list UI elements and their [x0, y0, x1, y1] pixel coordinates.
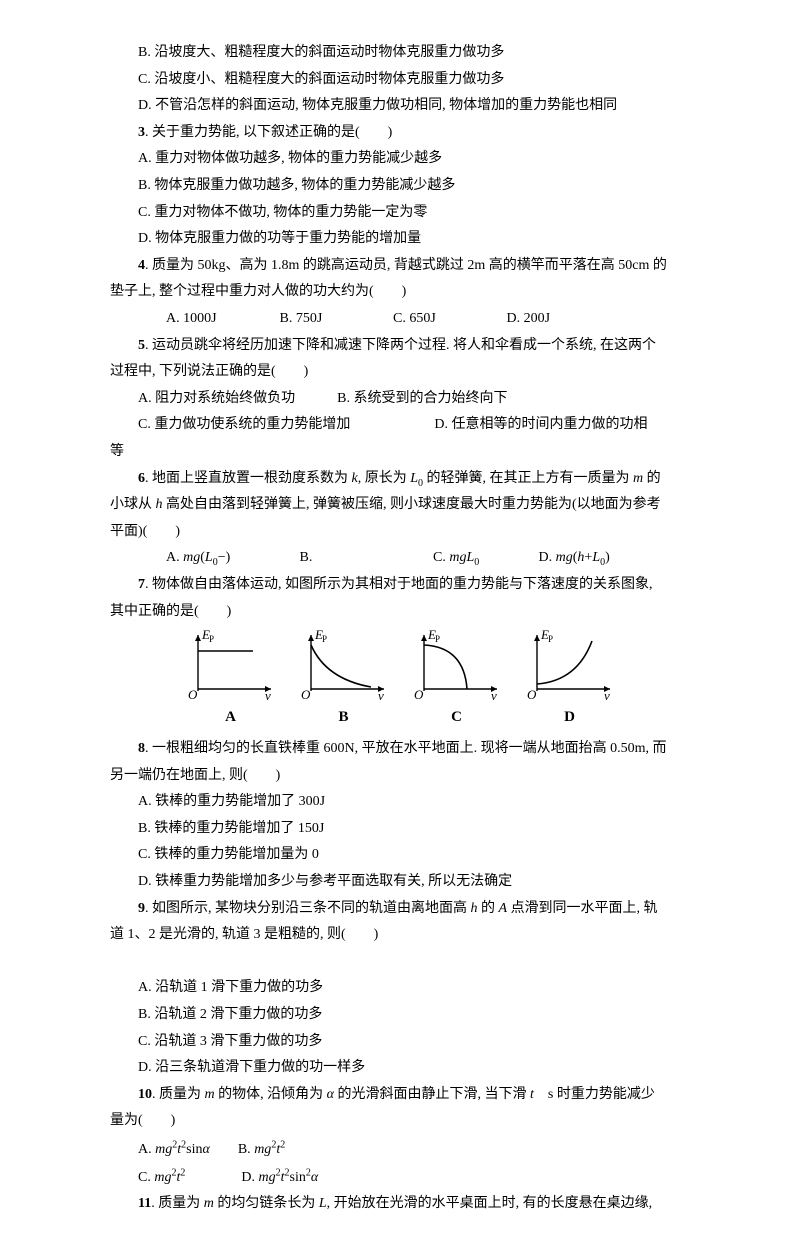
q2-opt-d: D. 不管沿怎样的斜面运动, 物体克服重力做功相同, 物体增加的重力势能也相同 — [110, 93, 690, 120]
q9-h: h — [471, 901, 478, 916]
q9-stem-2: 道 1、2 是光滑的, 轨道 3 是粗糙的, 则( ) — [110, 922, 690, 949]
q6-L0: L — [410, 471, 418, 486]
q3-opt-c: C. 重力对物体不做功, 物体的重力势能一定为零 — [110, 200, 690, 227]
q8-opt-c: C. 铁棒的重力势能增加量为 0 — [110, 842, 690, 869]
svg-text:O: O — [527, 687, 537, 701]
q5-opts-ab: A. 阻力对系统始终做负功 B. 系统受到的合力始终向下 — [110, 386, 690, 413]
svg-text:P: P — [548, 634, 553, 644]
q5-opts-cd: C. 重力做功使系统的重力势能增加 D. 任意相等的时间内重力做的功相 — [110, 412, 690, 439]
q7-stem-1-text: 物体做自由落体运动, 如图所示为其相对于地面的重力势能与下落速度的关系图象, — [152, 577, 653, 592]
q6-opt-c: C. mgL0 — [405, 545, 535, 572]
q5-opt-a: A. 阻力对系统始终做负功 — [138, 391, 295, 406]
q6-k: k — [352, 471, 358, 486]
q4-stem-1-text: 质量为 50kg、高为 1.8m 的跳高运动员, 背越式跳过 2m 高的横竿而平… — [152, 258, 667, 273]
q10-stem-2: 量为( ) — [110, 1108, 690, 1135]
q9-opt-b: B. 沿轨道 2 滑下重力做的功多 — [110, 1002, 690, 1029]
svg-text:O: O — [301, 687, 311, 701]
q6-stem-2: 小球从 h 高处自由落到轻弹簧上, 弹簧被压缩, 则小球速度最大时重力势能为(以… — [110, 492, 690, 519]
q7-label-b: B — [296, 703, 391, 732]
q6-opt-b: B. — [272, 545, 402, 572]
q5-opt-b: B. 系统受到的合力始终向下 — [337, 391, 507, 406]
q8-opt-d: D. 铁棒重力势能增加多少与参考平面选取有关, 所以无法确定 — [110, 869, 690, 896]
q7-graph-b: E P v O B — [296, 629, 391, 732]
q7-graph-d: E P v O D — [522, 629, 617, 732]
svg-text:P: P — [209, 634, 214, 644]
q8-stem-2: 另一端仍在地面上, 则( ) — [110, 763, 690, 790]
q3-stem: 33. 关于重力势能, 以下叙述正确的是( ). 关于重力势能, 以下叙述正确的… — [110, 120, 690, 147]
q4-opt-b: B. 750J — [252, 306, 362, 333]
q4-options: A. 1000J B. 750J C. 650J D. 200J — [110, 306, 690, 333]
q4-opt-a: A. 1000J — [138, 306, 248, 333]
q10-m: m — [205, 1087, 215, 1102]
q6-m: m — [633, 471, 643, 486]
q7-graph-d-svg: E P v O — [522, 629, 617, 701]
q9-opt-c: C. 沿轨道 3 滑下重力做的功多 — [110, 1029, 690, 1056]
svg-text:P: P — [322, 634, 327, 644]
q9-stem-1: 9. 如图所示, 某物块分别沿三条不同的轨道由离地面高 h 的 A 点滑到同一水… — [110, 896, 690, 923]
q6-opt-d: D. mg(h+L0) — [539, 550, 610, 565]
q10-opt-c: C. mg2t2 — [138, 1170, 185, 1185]
q7-label-c: C — [409, 703, 504, 732]
q10-t: t — [530, 1087, 534, 1102]
q10-opts-ab: A. mg2t2sinα B. mg2t2 — [110, 1135, 690, 1163]
q7-graph-a-svg: E P v O — [183, 629, 278, 701]
q7-label-a: A — [183, 703, 278, 732]
q7-graph-b-svg: E P v O — [296, 629, 391, 701]
q4-stem-2: 垫子上, 整个过程中重力对人做的功大约为( ) — [110, 279, 690, 306]
q6-h: h — [156, 497, 163, 512]
q7-stem-1: 7. 物体做自由落体运动, 如图所示为其相对于地面的重力势能与下落速度的关系图象… — [110, 572, 690, 599]
q10-opt-d: D. mg2t2sin2α — [241, 1170, 318, 1185]
q9-opt-a: A. 沿轨道 1 滑下重力做的功多 — [110, 975, 690, 1002]
q4-opt-c: C. 650J — [365, 306, 475, 333]
q4-stem-1: 4. 质量为 50kg、高为 1.8m 的跳高运动员, 背越式跳过 2m 高的横… — [110, 253, 690, 280]
q6-stem-3: 平面)( ) — [110, 519, 690, 546]
q2-opt-c: C. 沿坡度小、粗糙程度大的斜面运动时物体克服重力做功多 — [110, 67, 690, 94]
q7-graph-a: E P v O A — [183, 629, 278, 732]
q7-graph-c-svg: E P v O — [409, 629, 504, 701]
q8-stem-1-text: 一根粗细均匀的长直铁棒重 600N, 平放在水平地面上. 现将一端从地面抬高 0… — [152, 741, 667, 756]
svg-text:v: v — [491, 688, 497, 701]
q6-stem-1: 6. 6. 地面上竖直放置一根劲度系数为 地面上竖直放置一根劲度系数为 k, 原… — [110, 466, 690, 493]
q10-alpha: α — [327, 1087, 334, 1102]
q5-opt-d: D. 任意相等的时间内重力做的功相 — [434, 417, 647, 432]
q8-stem-1: 8. 一根粗细均匀的长直铁棒重 600N, 平放在水平地面上. 现将一端从地面抬… — [110, 736, 690, 763]
q8-opt-b: B. 铁棒的重力势能增加了 150J — [110, 816, 690, 843]
q5-stem-2: 过程中, 下列说法正确的是( ) — [110, 359, 690, 386]
q5-opt-c: C. 重力做功使系统的重力势能增加 — [138, 417, 350, 432]
svg-text:v: v — [604, 688, 610, 701]
svg-text:v: v — [378, 688, 384, 701]
q7-graph-c: E P v O C — [409, 629, 504, 732]
q7-label-d: D — [522, 703, 617, 732]
q6-opt-a: A. mg(L0−) — [138, 545, 268, 572]
q3-opt-d: D. 物体克服重力做的功等于重力势能的增加量 — [110, 226, 690, 253]
q6-options: A. mg(L0−) B. C. mgL0 D. mg(h+L0) — [110, 545, 690, 572]
q9-A: A — [499, 901, 508, 916]
q10-opts-cd: C. mg2t2 D. mg2t2sin2α — [110, 1163, 690, 1191]
q7-stem-2: 其中正确的是( ) — [110, 599, 690, 626]
q3-opt-a: A. 重力对物体做功越多, 物体的重力势能减少越多 — [110, 146, 690, 173]
q8-opt-a: A. 铁棒的重力势能增加了 300J — [110, 789, 690, 816]
q5-stem-1-text: 运动员跳伞将经历加速下降和减速下降两个过程. 将人和伞看成一个系统, 在这两个 — [152, 338, 656, 353]
q10-stem-1: 10. 质量为 m 的物体, 沿倾角为 α 的光滑斜面由静止下滑, 当下滑 t … — [110, 1082, 690, 1109]
q4-opt-d: D. 200J — [479, 306, 589, 333]
q9-opt-d: D. 沿三条轨道滑下重力做的功一样多 — [110, 1055, 690, 1082]
q11-L: L — [319, 1196, 327, 1211]
q5-opt-d-cont: 等 — [110, 439, 690, 466]
svg-text:P: P — [435, 634, 440, 644]
q10-opt-b: B. mg2t2 — [238, 1142, 285, 1157]
q10-opt-a: A. mg2t2sinα — [138, 1142, 210, 1157]
q7-graphs: E P v O A E P v O B E P v — [110, 629, 690, 732]
q2-opt-b: B. 沿坡度大、粗糙程度大的斜面运动时物体克服重力做功多 — [110, 40, 690, 67]
q11-m: m — [204, 1196, 214, 1211]
q3-opt-b: B. 物体克服重力做功越多, 物体的重力势能减少越多 — [110, 173, 690, 200]
q11-stem-1: 11. 质量为 m 的均匀链条长为 L, 开始放在光滑的水平桌面上时, 有的长度… — [110, 1191, 690, 1218]
q5-stem-1: 5. 运动员跳伞将经历加速下降和减速下降两个过程. 将人和伞看成一个系统, 在这… — [110, 333, 690, 360]
svg-text:O: O — [414, 687, 424, 701]
svg-text:O: O — [188, 687, 198, 701]
svg-text:v: v — [265, 688, 271, 701]
